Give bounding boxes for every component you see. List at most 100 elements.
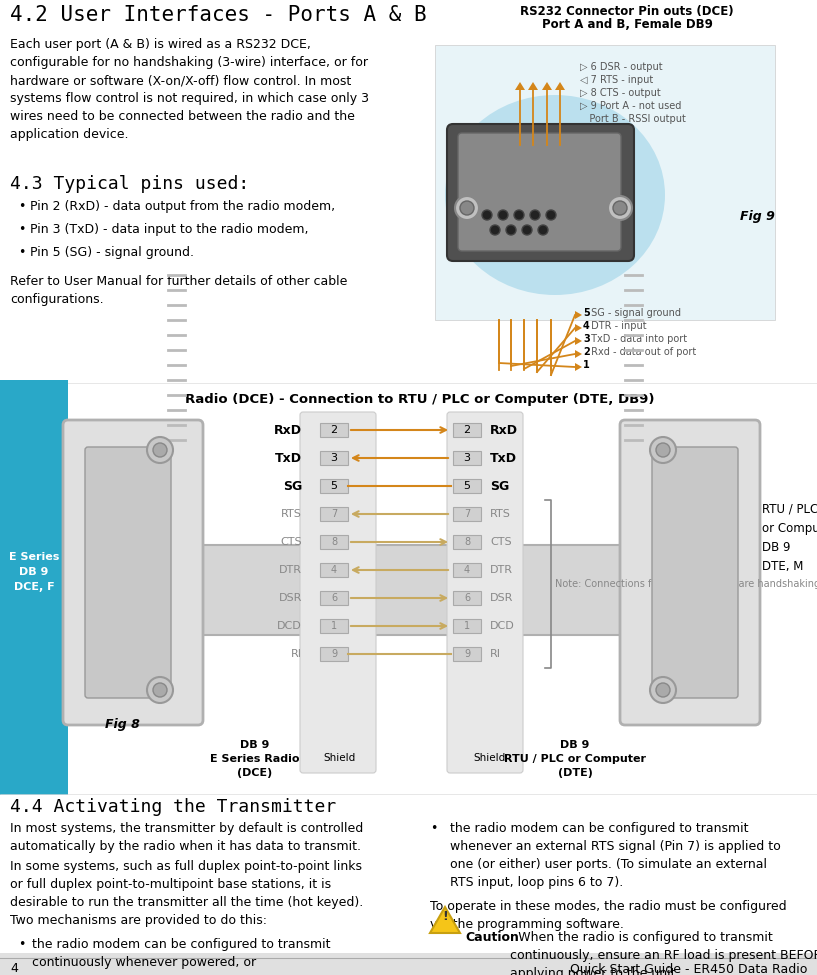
Text: TxD - data into port: TxD - data into port [588, 334, 688, 344]
Polygon shape [575, 350, 582, 358]
Text: ▷ 6 DSR - output: ▷ 6 DSR - output [580, 62, 663, 72]
Text: DSR: DSR [490, 593, 513, 603]
Text: 2: 2 [330, 425, 337, 435]
Circle shape [490, 225, 500, 235]
FancyBboxPatch shape [85, 447, 171, 698]
Text: RTU / PLC
or Computer
DB 9
DTE, M: RTU / PLC or Computer DB 9 DTE, M [762, 503, 817, 573]
Bar [453, 535, 481, 549]
Text: ▷ 8 CTS - output: ▷ 8 CTS - output [580, 88, 661, 98]
Text: DSR: DSR [279, 593, 302, 603]
Circle shape [650, 437, 676, 463]
Text: 3: 3 [331, 453, 337, 463]
Text: Shield: Shield [474, 753, 506, 763]
Text: DCD: DCD [490, 621, 515, 631]
Text: DTR: DTR [490, 565, 513, 575]
Text: Rxd - data out of port: Rxd - data out of port [588, 347, 697, 357]
Text: 7: 7 [464, 509, 470, 519]
Text: ◁ 7 RTS - input: ◁ 7 RTS - input [580, 75, 654, 85]
Text: Refer to User Manual for further details of other cable
configurations.: Refer to User Manual for further details… [10, 275, 347, 306]
Text: Caution: Caution [465, 931, 519, 944]
Circle shape [153, 443, 167, 457]
Text: In some systems, such as full duplex point-to-point links
or full duplex point-t: In some systems, such as full duplex poi… [10, 860, 364, 909]
Text: DTR: DTR [279, 565, 302, 575]
Text: !: ! [442, 910, 448, 923]
Text: •: • [430, 822, 437, 835]
Bar [453, 647, 481, 661]
FancyBboxPatch shape [458, 133, 621, 251]
Polygon shape [430, 907, 460, 933]
Text: Port A and B, Female DB9: Port A and B, Female DB9 [542, 18, 712, 31]
Text: 4: 4 [10, 962, 18, 975]
Bar [198, 545, 625, 635]
Text: 4: 4 [464, 565, 470, 575]
Text: To operate in these modes, the radio must be configured
via the programming soft: To operate in these modes, the radio mus… [430, 900, 787, 931]
Circle shape [656, 683, 670, 697]
Text: Two mechanisms are provided to do this:: Two mechanisms are provided to do this: [10, 914, 267, 927]
FancyBboxPatch shape [447, 412, 523, 773]
Text: SG - signal ground: SG - signal ground [588, 308, 681, 318]
Text: 1: 1 [464, 621, 470, 631]
Circle shape [650, 677, 676, 703]
Circle shape [498, 210, 508, 220]
FancyBboxPatch shape [63, 420, 203, 725]
Text: 5: 5 [331, 481, 337, 491]
Text: E Series
DB 9
DCE, F: E Series DB 9 DCE, F [9, 552, 59, 592]
Text: Pin 3 (TxD) - data input to the radio modem,: Pin 3 (TxD) - data input to the radio mo… [30, 223, 309, 236]
Text: 8: 8 [331, 537, 337, 547]
Bar [453, 423, 481, 437]
Bar [320, 451, 348, 465]
Bar [0, 953, 817, 975]
FancyBboxPatch shape [447, 124, 634, 261]
Text: RI: RI [490, 649, 501, 659]
Text: In most systems, the transmitter by default is controlled
automatically by the r: In most systems, the transmitter by defa… [10, 822, 364, 853]
Text: 8: 8 [464, 537, 470, 547]
Bar [453, 619, 481, 633]
Text: RI: RI [291, 649, 302, 659]
Circle shape [506, 225, 516, 235]
Bar [453, 451, 481, 465]
Text: 5: 5 [583, 308, 590, 318]
Text: Fig 8: Fig 8 [105, 718, 140, 731]
Text: Fig 9: Fig 9 [740, 210, 775, 223]
Text: 4: 4 [583, 321, 590, 331]
Text: 4: 4 [331, 565, 337, 575]
Bar [320, 563, 348, 577]
Text: DCD: DCD [277, 621, 302, 631]
Circle shape [455, 196, 479, 220]
Text: •: • [18, 200, 25, 213]
Circle shape [608, 196, 632, 220]
Circle shape [656, 443, 670, 457]
Text: DB 9
RTU / PLC or Computer
(DTE): DB 9 RTU / PLC or Computer (DTE) [504, 740, 646, 778]
Circle shape [546, 210, 556, 220]
Circle shape [147, 677, 173, 703]
Text: TxD: TxD [275, 451, 302, 464]
Text: DB 9
E Series Radio
(DCE): DB 9 E Series Radio (DCE) [210, 740, 300, 778]
Bar [453, 507, 481, 521]
Text: DTR - input: DTR - input [588, 321, 647, 331]
Text: Note: Connections for optional Hardware handshaking: Note: Connections for optional Hardware … [555, 579, 817, 589]
FancyBboxPatch shape [300, 412, 376, 773]
Text: ▷ 9 Port A - not used: ▷ 9 Port A - not used [580, 101, 681, 111]
Bar [453, 479, 481, 493]
Bar [320, 647, 348, 661]
Text: 2: 2 [463, 425, 471, 435]
Text: 3: 3 [583, 334, 590, 344]
Bar [320, 591, 348, 605]
Circle shape [538, 225, 548, 235]
Circle shape [522, 225, 532, 235]
Circle shape [147, 437, 173, 463]
Circle shape [530, 210, 540, 220]
Text: 6: 6 [331, 593, 337, 603]
Polygon shape [542, 82, 552, 90]
Bar [0, 380, 68, 795]
Text: the radio modem can be configured to transmit
continuously whenever powered, or: the radio modem can be configured to tra… [32, 938, 331, 969]
Text: Shield: Shield [324, 753, 356, 763]
Text: SG: SG [283, 480, 302, 492]
Bar [453, 563, 481, 577]
Text: the radio modem can be configured to transmit
whenever an external RTS signal (P: the radio modem can be configured to tra… [450, 822, 781, 889]
Text: 9: 9 [331, 649, 337, 659]
Text: Radio (DCE) - Connection to RTU / PLC or Computer (DTE, DB9): Radio (DCE) - Connection to RTU / PLC or… [185, 393, 654, 406]
Bar [453, 591, 481, 605]
Text: 6: 6 [464, 593, 470, 603]
Text: CTS: CTS [490, 537, 511, 547]
